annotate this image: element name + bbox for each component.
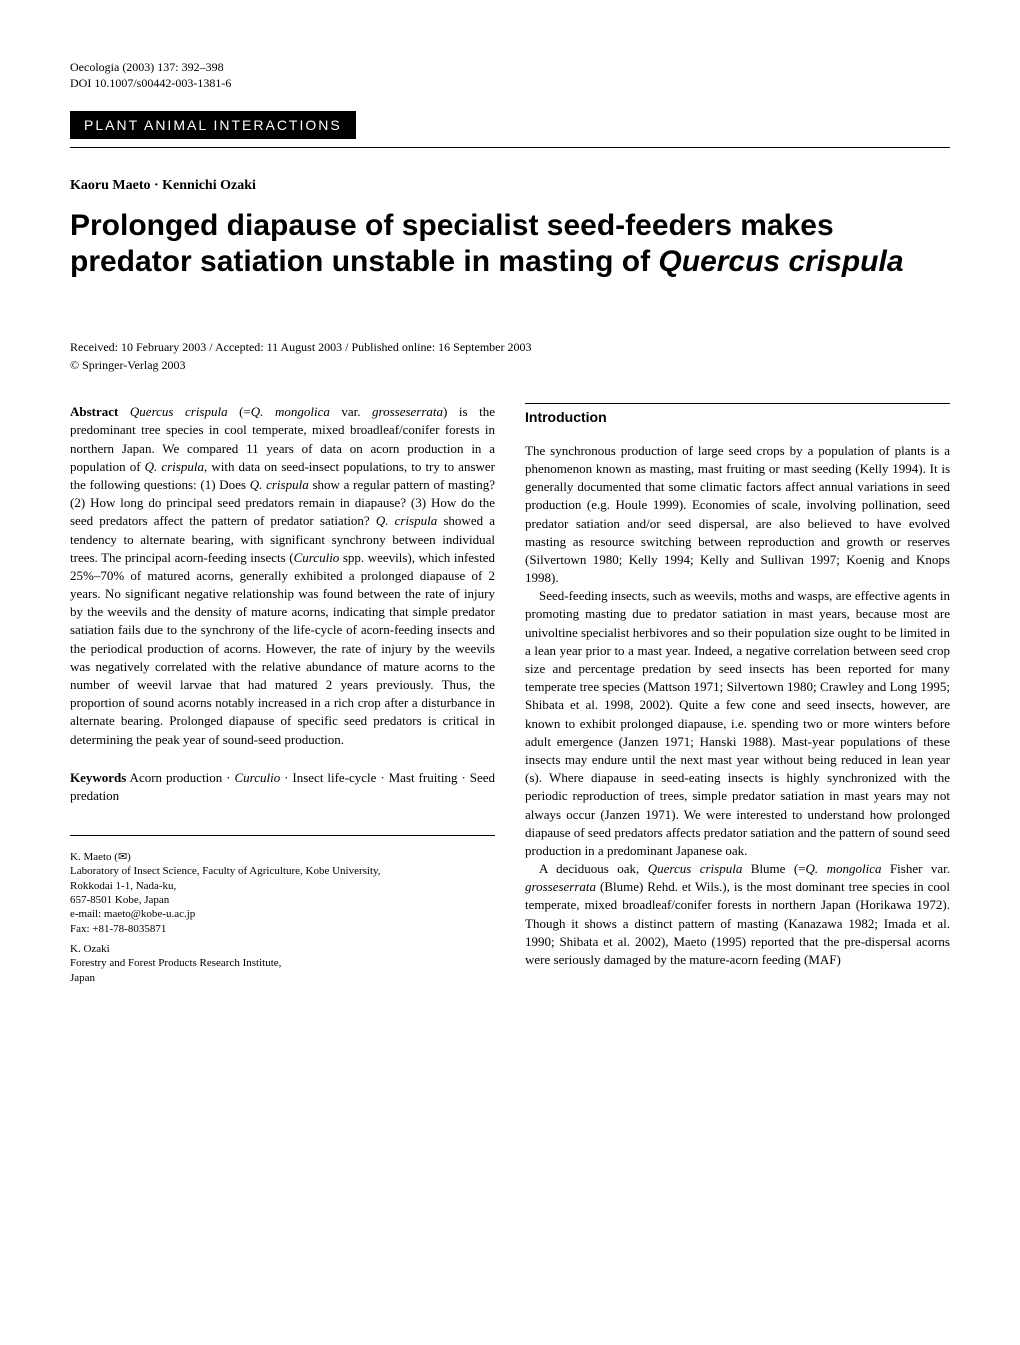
intro-text: A deciduous oak, <box>539 861 648 876</box>
abstract-text: var. <box>330 404 372 419</box>
abstract-paragraph: Abstract Quercus crispula (=Q. mongolica… <box>70 403 495 749</box>
author1-name: K. Maeto (✉) <box>70 850 495 864</box>
journal-doi: DOI 10.1007/s00442-003-1381-6 <box>70 76 950 92</box>
abstract-text: Q. mongolica <box>251 404 330 419</box>
authors: Kaoru Maeto · Kennichi Ozaki <box>70 178 950 194</box>
received-dates: Received: 10 February 2003 / Accepted: 1… <box>70 340 950 355</box>
introduction-heading: Introduction <box>525 403 950 428</box>
abstract-text: Q. crispula <box>145 459 204 474</box>
affiliation-block: K. Maeto (✉) Laboratory of Insect Scienc… <box>70 835 495 985</box>
abstract-text: Curculio <box>294 550 340 565</box>
content-columns: Abstract Quercus crispula (=Q. mongolica… <box>70 403 950 985</box>
abstract-text: Q. crispula <box>250 477 309 492</box>
intro-paragraph-1: The synchronous production of large seed… <box>525 442 950 588</box>
keywords-text: Acorn production · Curculio · Insect lif… <box>70 770 495 803</box>
title-species: Quercus crispula <box>658 245 903 278</box>
intro-text: Fisher var. <box>882 861 951 876</box>
author2-name: K. Ozaki <box>70 942 495 956</box>
intro-text: grosseserrata <box>525 879 596 894</box>
abstract-label: Abstract <box>70 404 118 419</box>
intro-paragraph-3: A deciduous oak, Quercus crispula Blume … <box>525 860 950 969</box>
author1-address: 657-8501 Kobe, Japan <box>70 893 495 907</box>
section-category-bar: PLANT ANIMAL INTERACTIONS <box>70 111 950 147</box>
intro-text: Quercus crispula <box>648 861 743 876</box>
abstract-text: (= <box>228 404 251 419</box>
author1-affiliation: Laboratory of Insect Science, Faculty of… <box>70 864 495 878</box>
section-category: PLANT ANIMAL INTERACTIONS <box>70 111 356 139</box>
right-column: Introduction The synchronous production … <box>525 403 950 985</box>
abstract-text: spp. weevils), which infested 25%–70% of… <box>70 550 495 747</box>
author2-address: Japan <box>70 971 495 985</box>
intro-paragraph-2: Seed-feeding insects, such as weevils, m… <box>525 587 950 860</box>
intro-text: Blume (= <box>742 861 805 876</box>
author1-email: e-mail: maeto@kobe-u.ac.jp <box>70 907 495 921</box>
header-divider <box>70 147 950 148</box>
left-column: Abstract Quercus crispula (=Q. mongolica… <box>70 403 495 985</box>
copyright: © Springer-Verlag 2003 <box>70 358 950 373</box>
author1-fax: Fax: +81-78-8035871 <box>70 922 495 936</box>
keywords: Keywords Acorn production · Curculio · I… <box>70 769 495 805</box>
author2-affiliation: Forestry and Forest Products Research In… <box>70 956 495 970</box>
keywords-label: Keywords <box>70 770 126 785</box>
article-title: Prolonged diapause of specialist seed-fe… <box>70 208 950 280</box>
journal-citation: Oecologia (2003) 137: 392–398 <box>70 60 950 76</box>
abstract-text: Q. crispula <box>376 513 437 528</box>
abstract-text: Quercus crispula <box>118 404 227 419</box>
abstract-text: grosseserrata <box>372 404 443 419</box>
journal-info: Oecologia (2003) 137: 392–398 DOI 10.100… <box>70 60 950 91</box>
intro-text: Q. mongolica <box>806 861 882 876</box>
author1-address: Rokkodai 1-1, Nada-ku, <box>70 879 495 893</box>
